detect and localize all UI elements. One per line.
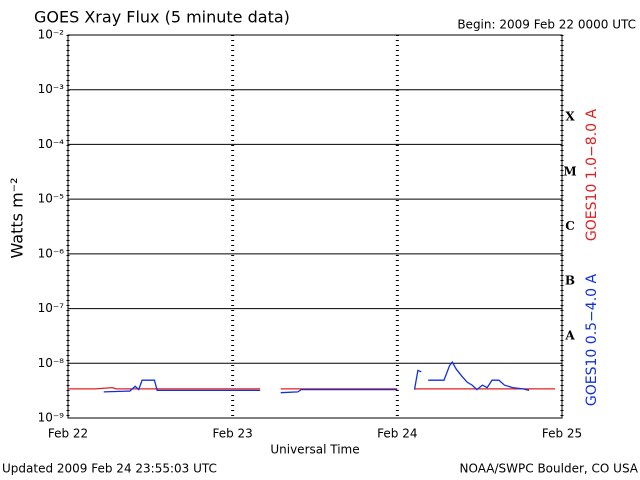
chart-subtitle: Begin: 2009 Feb 22 0000 UTC: [457, 18, 636, 32]
chart-title: GOES Xray Flux (5 minute data): [34, 8, 290, 27]
flare-class: X: [565, 110, 575, 124]
x-tick-label: Feb 24: [377, 427, 417, 441]
series-line: [103, 360, 530, 394]
series-line: [68, 386, 556, 390]
footer-right: NOAA/SWPC Boulder, CO USA: [460, 462, 639, 476]
legend-entry: GOES10 0.5−4.0 A: [584, 274, 600, 407]
flare-class: M: [563, 164, 576, 178]
legend-entry: GOES10 1.0−8.0 A: [584, 109, 600, 242]
x-tick-label: Feb 25: [542, 427, 582, 441]
x-tick-label: Feb 22: [48, 427, 88, 441]
footer-left: Updated 2009 Feb 24 23:55:03 UTC: [2, 462, 217, 476]
flare-class: B: [565, 274, 575, 288]
y-tick-label: 10⁻⁶: [38, 246, 65, 260]
y-tick-label: 10⁻⁷: [38, 301, 65, 315]
flare-class: A: [564, 328, 575, 342]
y-tick-label: 10⁻²: [38, 28, 65, 42]
x-axis-label: Universal Time: [270, 443, 359, 457]
flare-class: C: [565, 219, 575, 233]
plot-frame: [67, 34, 563, 419]
y-tick-label: 10⁻⁹: [38, 411, 65, 425]
y-axis-label: Watts m⁻²: [8, 177, 27, 258]
y-tick-label: 10⁻⁸: [38, 356, 65, 370]
y-tick-label: 10⁻⁴: [38, 137, 65, 151]
y-tick-label: 10⁻⁵: [38, 192, 65, 206]
y-tick-label: 10⁻³: [38, 82, 65, 96]
x-tick-label: Feb 23: [212, 427, 252, 441]
